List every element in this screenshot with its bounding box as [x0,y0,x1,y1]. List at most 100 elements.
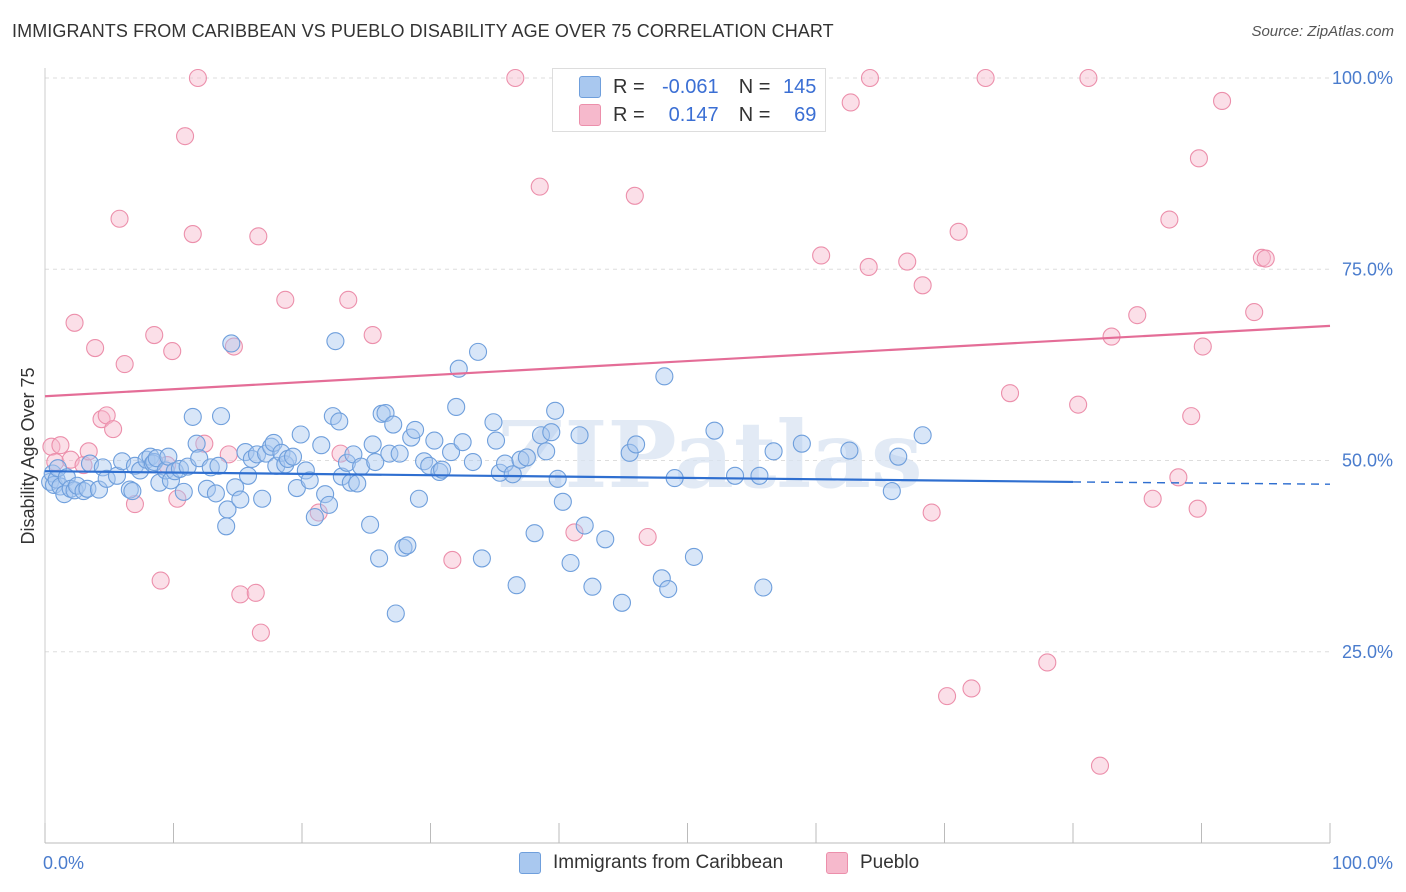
pueblo-point [246,583,265,602]
caribbean-point [366,452,385,472]
pueblo-point [443,550,462,570]
caribbean-point [206,484,225,503]
pueblo-point [1245,303,1264,322]
pueblo-point [1193,337,1212,356]
caribbean-point [218,500,237,519]
bottom-legend-pueblo: Pueblo [826,852,919,874]
caribbean-point [542,423,561,442]
pueblo-point [1182,407,1201,426]
pueblo-point [1189,149,1208,168]
pueblo-point [841,93,860,112]
legend-r-label: R = [613,75,645,98]
caribbean-point [380,444,399,463]
bottom-legend-label: Pueblo [860,852,920,873]
caribbean-point [361,515,380,534]
caribbean-point [517,448,536,467]
pueblo-point [530,177,549,196]
pueblo-point [188,68,207,88]
caribbean-point [231,490,250,509]
pueblo-point [168,489,187,508]
pueblo-point [339,290,358,309]
pueblo-point [363,325,382,345]
pueblo-point [1188,499,1207,518]
pueblo-point [74,456,93,475]
bottom-legend-swatch-pink [826,852,848,874]
pueblo-point [151,571,170,590]
caribbean-point [348,474,367,493]
caribbean-point [507,576,526,595]
caribbean-point [546,401,565,420]
pueblo-point [638,527,657,547]
pueblo-point [625,186,644,205]
caribbean-point [300,471,319,490]
pueblo-point [913,276,932,295]
caribbean-point [553,492,572,511]
caribbean-point [326,332,345,351]
pueblo-point [1090,756,1110,775]
pueblo-point [249,227,268,246]
pueblo-point [1000,384,1020,403]
caribbean-point [425,431,444,450]
caribbean-point [291,425,310,444]
pueblo-point [145,325,164,345]
pueblo-point [976,68,995,88]
caribbean-point [484,413,503,432]
caribbean-point [409,489,428,508]
pueblo-point [42,437,61,456]
pueblo-point [1069,395,1088,414]
caribbean-point [764,442,783,461]
caribbean-point [889,447,908,466]
caribbean-point [384,415,403,434]
bottom-legend: Immigrants from Caribbean Pueblo [0,852,1406,878]
pueblo-point [163,342,182,361]
pueblo-point [115,355,134,374]
caribbean-point [468,342,488,361]
pueblo-point [176,127,195,146]
caribbean-point [253,489,272,508]
caribbean-point [316,485,335,504]
caribbean-point [463,452,482,472]
legend-n-label: N = [738,103,771,126]
caribbean-point [583,577,602,596]
legend-r-value: 0.147 [668,103,719,126]
caribbean-point [217,517,236,536]
caribbean-point [197,479,216,498]
caribbean-point [570,426,589,445]
caribbean-point [433,460,452,479]
caribbean-point [453,433,472,452]
caribbean-point [882,482,901,501]
caribbean-point [305,508,324,527]
caribbean-point [537,442,556,461]
caribbean-point [97,469,116,488]
caribbean-trend-line [44,470,1074,484]
caribbean-point [525,524,544,543]
caribbean-point [705,421,724,440]
pueblo-point [922,503,941,522]
caribbean-point [390,444,409,463]
caribbean-point [447,397,466,417]
pueblo-point [949,222,968,241]
watermark: ZIPatlas [497,401,922,509]
legend-n-label: N = [738,75,771,98]
source-label: Source: ZipAtlas.com [1251,23,1394,40]
pueblo-point [1143,489,1162,508]
caribbean-point [652,569,671,588]
caribbean-point [472,549,491,568]
legend-swatch-pink [579,104,601,126]
pueblo-point [506,68,525,88]
caribbean-point [750,466,769,485]
pueblo-point [812,246,831,265]
caribbean-point [264,433,283,452]
pueblo-point [276,290,295,309]
caribbean-point [612,593,632,612]
caribbean-point [398,536,417,555]
caribbean-point [332,467,351,486]
pueblo-point [565,523,584,542]
y-tick-label: 50.0% [1342,451,1393,471]
pueblo-point [938,687,957,706]
caribbean-point [659,579,678,599]
pueblo-point [860,68,880,88]
pueblo-point [1160,210,1179,229]
pueblo-point [251,623,270,642]
pueblo-point [898,252,917,271]
